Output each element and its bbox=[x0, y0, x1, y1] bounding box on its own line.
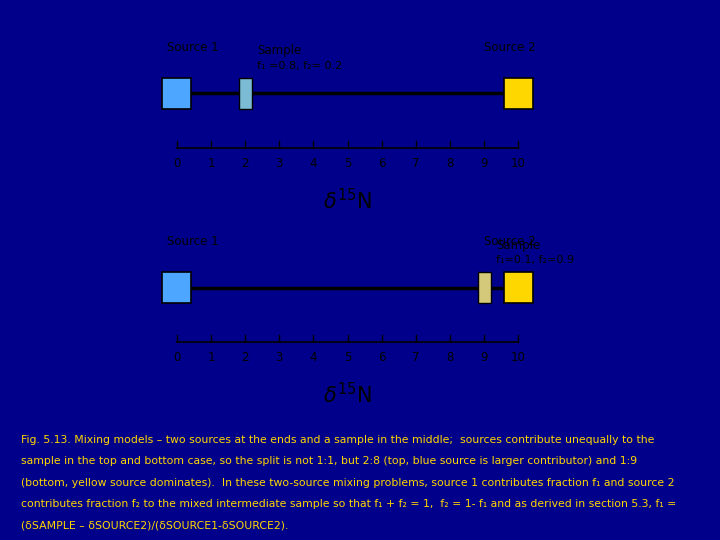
Text: f₁=0.1, f₂=0.9: f₁=0.1, f₂=0.9 bbox=[496, 255, 575, 266]
Text: 9: 9 bbox=[480, 157, 488, 170]
Text: 0: 0 bbox=[174, 157, 181, 170]
Text: $\delta^{15}$N: $\delta^{15}$N bbox=[323, 188, 372, 213]
Text: Source 2: Source 2 bbox=[484, 41, 536, 54]
Text: Source 1: Source 1 bbox=[166, 235, 218, 248]
Text: 10: 10 bbox=[510, 351, 526, 364]
Text: 2: 2 bbox=[241, 157, 249, 170]
Bar bbox=[163, 78, 192, 109]
Bar bbox=[477, 272, 490, 303]
Text: 1: 1 bbox=[207, 157, 215, 170]
Text: 1: 1 bbox=[207, 351, 215, 364]
Text: (δSAMPLE – δSOURCE2)/(δSOURCE1-δSOURCE2).: (δSAMPLE – δSOURCE2)/(δSOURCE1-δSOURCE2)… bbox=[22, 521, 289, 531]
Text: 6: 6 bbox=[378, 157, 385, 170]
Text: 4: 4 bbox=[310, 157, 318, 170]
Text: 8: 8 bbox=[446, 351, 454, 364]
Text: 7: 7 bbox=[412, 157, 420, 170]
Text: 8: 8 bbox=[446, 157, 454, 170]
Text: Source 1: Source 1 bbox=[166, 41, 218, 54]
Text: sample in the top and bottom case, so the split is not 1:1, but 2:8 (top, blue s: sample in the top and bottom case, so th… bbox=[22, 456, 637, 466]
Text: contributes fraction f₂ to the mixed intermediate sample so that f₁ + f₂ = 1,  f: contributes fraction f₂ to the mixed int… bbox=[22, 499, 677, 509]
Bar bbox=[504, 78, 533, 109]
Text: $\delta^{15}$N: $\delta^{15}$N bbox=[323, 382, 372, 407]
Text: Sample: Sample bbox=[496, 239, 540, 252]
Bar bbox=[163, 272, 192, 303]
Text: Source 2: Source 2 bbox=[484, 235, 536, 248]
Text: 7: 7 bbox=[412, 351, 420, 364]
Bar bbox=[239, 78, 252, 109]
Text: (bottom, yellow source dominates).  In these two-source mixing problems, source : (bottom, yellow source dominates). In th… bbox=[22, 477, 675, 488]
Text: 9: 9 bbox=[480, 351, 488, 364]
Text: 10: 10 bbox=[510, 157, 526, 170]
Text: 4: 4 bbox=[310, 351, 318, 364]
Text: 0: 0 bbox=[174, 351, 181, 364]
Text: Sample: Sample bbox=[257, 44, 302, 57]
Text: 5: 5 bbox=[344, 157, 351, 170]
Text: 6: 6 bbox=[378, 351, 385, 364]
Text: 2: 2 bbox=[241, 351, 249, 364]
Text: Fig. 5.13. Mixing models – two sources at the ends and a sample in the middle;  : Fig. 5.13. Mixing models – two sources a… bbox=[22, 435, 654, 444]
Bar bbox=[504, 272, 533, 303]
Text: 3: 3 bbox=[276, 351, 283, 364]
Text: 3: 3 bbox=[276, 157, 283, 170]
Text: 5: 5 bbox=[344, 351, 351, 364]
Text: f₁ =0.8, f₂= 0.2: f₁ =0.8, f₂= 0.2 bbox=[257, 61, 343, 71]
